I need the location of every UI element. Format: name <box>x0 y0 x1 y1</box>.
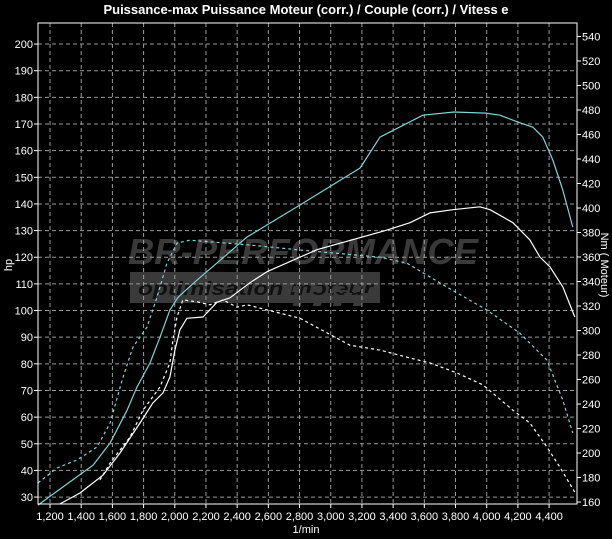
watermark-brand: BR-PERFORMANCE <box>128 231 479 272</box>
y-left-tick-label: 170 <box>15 119 33 131</box>
checker-square <box>351 286 362 292</box>
x-tick-label: 2,000 <box>161 511 189 523</box>
series-group <box>37 111 576 506</box>
chart-title: Puissance-max Puissance Moteur (corr.) /… <box>103 2 508 17</box>
y-right-tick-label: 220 <box>582 424 600 436</box>
y-left-tick-label: 190 <box>15 66 33 78</box>
grid <box>38 23 577 504</box>
series-line-1 <box>37 111 574 506</box>
y-axis-left: 30 40 50 60 70 80 90 100 110 120 130 140 150 160 170 18… <box>15 39 38 504</box>
checker-square <box>330 272 342 278</box>
x-tick-label: 4,400 <box>535 511 563 523</box>
y-right-tick-label: 160 <box>582 497 600 509</box>
x-tick-label: 2,200 <box>192 511 220 523</box>
series-line-3 <box>59 206 576 505</box>
checker-square <box>310 272 322 278</box>
x-tick-label: 1,600 <box>99 511 127 523</box>
y-left-tick-label: 70 <box>21 385 33 397</box>
checker-square <box>311 286 322 292</box>
series-line-4 <box>99 299 576 493</box>
checker-square <box>331 286 342 292</box>
checker-square <box>302 293 313 299</box>
x-tick-label: 3,200 <box>348 511 376 523</box>
y-right-tick-label: 540 <box>582 31 600 43</box>
x-axis: 1,200 1,400 1,600 1,800 2,000 2,200 2,400 2,600… <box>36 504 563 523</box>
y-right-tick-label: 200 <box>582 448 600 460</box>
checker-square <box>362 293 373 299</box>
y-axis-left-label: hp <box>3 259 15 271</box>
y-right-tick-label: 520 <box>582 56 600 68</box>
y-right-tick-label: 460 <box>582 129 600 141</box>
x-tick-label: 3,400 <box>379 511 407 523</box>
y-right-tick-label: 380 <box>582 228 600 240</box>
y-axis-right: 160 180 200 220 240 260 280 300 320 340 360 380 400 4… <box>577 31 600 509</box>
y-left-tick-label: 180 <box>15 92 33 104</box>
x-tick-label: 2,400 <box>223 511 251 523</box>
x-tick-label: 3,000 <box>317 511 345 523</box>
y-left-tick-label: 50 <box>21 439 33 451</box>
y-left-tick-label: 140 <box>15 199 33 211</box>
checker-square <box>290 272 302 278</box>
y-right-tick-label: 300 <box>582 326 600 338</box>
y-right-tick-label: 180 <box>582 473 600 485</box>
y-left-tick-label: 40 <box>21 465 33 477</box>
x-tick-label: 4,200 <box>504 511 532 523</box>
x-tick-label: 2,800 <box>286 511 314 523</box>
checkered-flag-icon <box>290 272 373 306</box>
y-left-tick-label: 130 <box>15 226 33 238</box>
y-left-tick-label: 80 <box>21 359 33 371</box>
x-axis-label: 1/min <box>293 524 320 536</box>
checker-square <box>352 300 363 306</box>
y-left-tick-label: 60 <box>21 412 33 424</box>
series-line-2 <box>37 239 574 484</box>
y-left-tick-label: 110 <box>15 279 33 291</box>
watermark-tagline: optimisation moteur <box>138 279 375 300</box>
y-right-tick-label: 400 <box>582 203 600 215</box>
checker-square <box>332 300 343 306</box>
y-right-tick-label: 340 <box>582 277 600 289</box>
y-right-tick-label: 440 <box>582 154 600 166</box>
y-right-tick-label: 320 <box>582 301 600 313</box>
plot-frame <box>37 22 578 505</box>
x-tick-label: 1,800 <box>130 511 158 523</box>
checker-square <box>350 272 362 278</box>
y-left-tick-label: 100 <box>15 306 33 318</box>
x-tick-label: 1,200 <box>36 511 64 523</box>
y-left-tick-label: 160 <box>15 146 33 158</box>
watermark-logo: BR-PERFORMANCE optimisation moteur <box>128 231 479 306</box>
y-right-tick-label: 280 <box>582 350 600 362</box>
checker-square <box>312 300 323 306</box>
y-right-tick-label: 360 <box>582 252 600 264</box>
y-left-tick-label: 30 <box>21 492 33 504</box>
checker-square <box>292 300 303 306</box>
x-tick-label: 4,000 <box>473 511 501 523</box>
y-left-tick-label: 200 <box>15 39 33 51</box>
x-tick-label: 3,800 <box>442 511 470 523</box>
y-left-tick-label: 150 <box>15 172 33 184</box>
y-left-tick-label: 120 <box>15 252 33 264</box>
y-left-tick-label: 90 <box>21 332 33 344</box>
checker-square <box>301 279 312 285</box>
checker-square <box>322 293 333 299</box>
y-right-tick-label: 480 <box>582 105 600 117</box>
x-tick-label: 1,400 <box>67 511 95 523</box>
x-tick-label: 3,600 <box>411 511 439 523</box>
y-right-tick-label: 260 <box>582 375 600 387</box>
checker-square <box>342 293 353 299</box>
y-right-tick-label: 240 <box>582 399 600 411</box>
y-right-tick-label: 500 <box>582 80 600 92</box>
x-tick-label: 2,600 <box>255 511 283 523</box>
y-axis-right-label: Nm ( Moteur) <box>598 233 610 298</box>
y-right-tick-label: 420 <box>582 178 600 190</box>
